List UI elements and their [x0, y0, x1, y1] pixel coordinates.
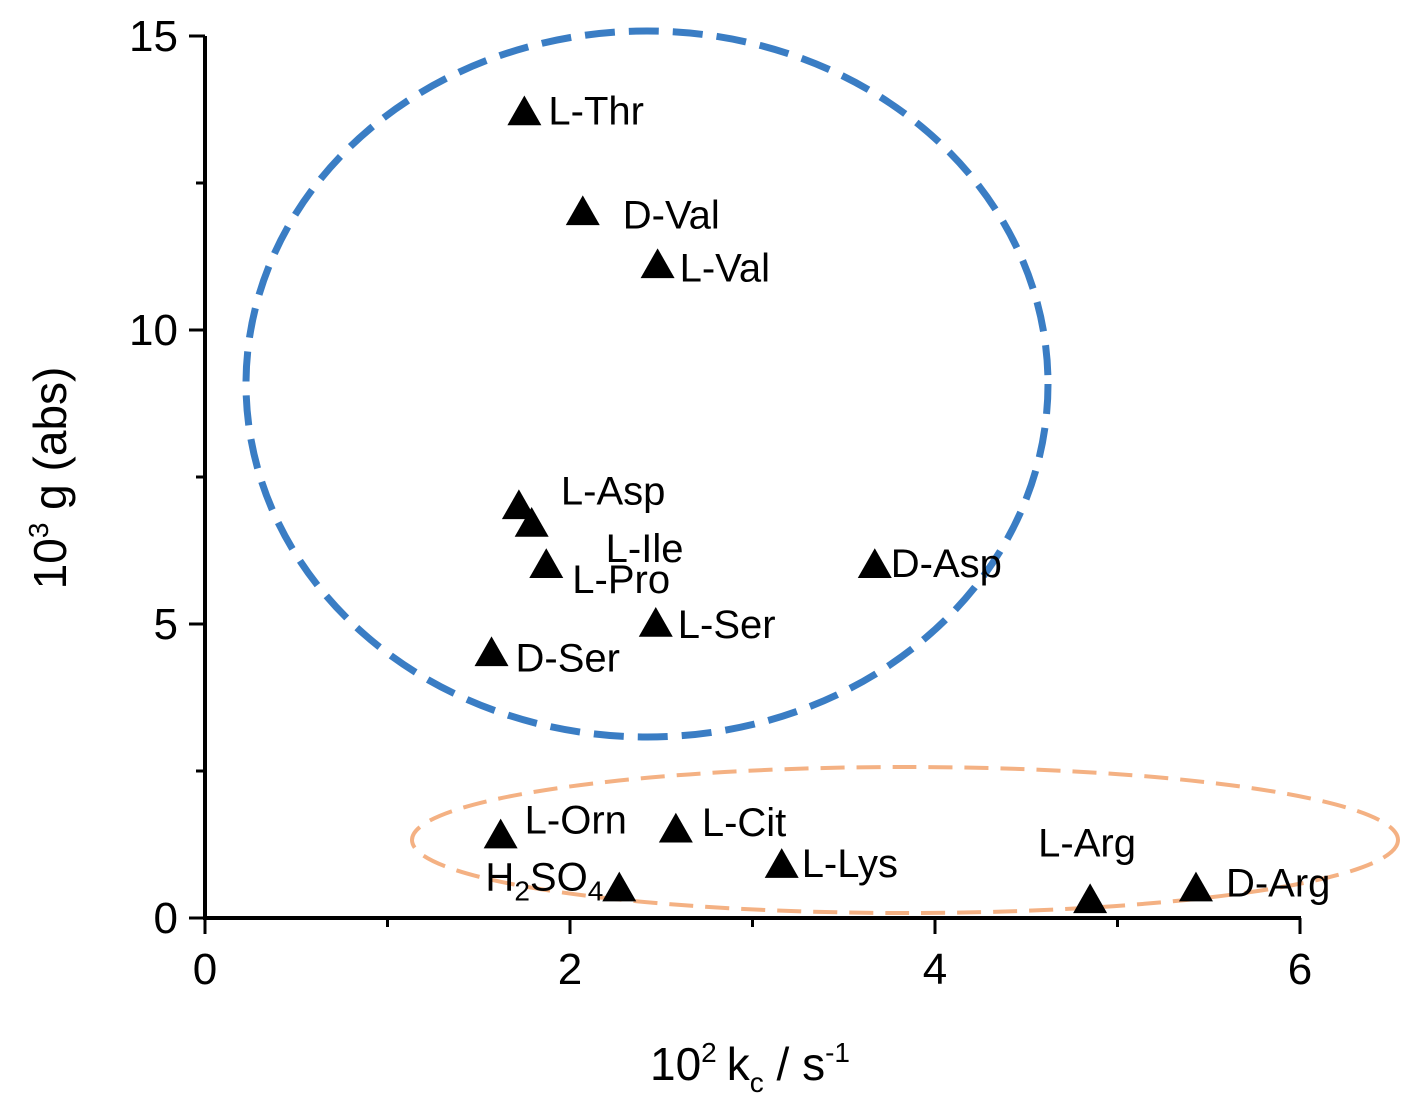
x-tick-label: 4	[923, 945, 947, 994]
data-point-label: D-Arg	[1226, 862, 1330, 906]
x-tick-label: 0	[193, 945, 217, 994]
x-tick-label: 2	[558, 945, 582, 994]
data-point-marker	[602, 871, 637, 902]
x-axis-title: 102 kc / s-1	[650, 1037, 850, 1098]
data-point-marker	[474, 636, 509, 667]
upper-cluster-ellipse	[242, 27, 1052, 741]
data-point-label: L-Ser	[678, 603, 776, 647]
data-point-marker	[638, 607, 673, 637]
data-point-label: L-Val	[680, 246, 770, 290]
y-tick-label: 5	[154, 600, 178, 649]
y-tick-label: 0	[154, 894, 178, 943]
data-points	[474, 95, 1213, 914]
data-point-marker	[529, 548, 564, 578]
data-point-label: D-Ser	[516, 636, 620, 680]
data-point-label: D-Asp	[891, 542, 1002, 586]
data-point-marker	[857, 548, 892, 578]
data-point-label: H2SO4	[485, 856, 603, 907]
data-point-marker	[507, 95, 542, 126]
y-tick-label: 15	[129, 12, 178, 61]
data-point-label: L-Lys	[802, 842, 898, 886]
data-point-marker	[1178, 871, 1213, 902]
data-point-marker	[501, 489, 536, 520]
data-point-label: L-Cit	[702, 801, 786, 845]
data-point-label: L-Pro	[572, 558, 670, 602]
data-point-marker	[565, 195, 600, 226]
data-point-marker	[1073, 883, 1108, 914]
data-point-label: L-Asp	[561, 469, 666, 513]
y-axis-title: 103 g (abs)	[23, 367, 76, 590]
tick-labels: 0 2 4 6 0 5 10 15	[129, 12, 1312, 994]
y-tick-label: 10	[129, 306, 178, 355]
lower-cluster-ellipse	[410, 765, 1400, 915]
data-point-label: D-Val	[623, 193, 720, 237]
data-point-label: L-Orn	[525, 799, 627, 843]
data-point-label: L-Thr	[548, 89, 644, 133]
axis-ticks	[189, 34, 1302, 934]
data-point-label: L-Ile	[606, 527, 684, 571]
x-tick-label: 6	[1288, 945, 1312, 994]
data-point-marker	[514, 507, 549, 537]
data-point-marker	[483, 818, 518, 849]
data-point-label: L-Arg	[1038, 821, 1136, 865]
data-point-marker	[764, 848, 799, 878]
data-point-marker	[640, 248, 675, 279]
data-point-marker	[658, 812, 693, 843]
